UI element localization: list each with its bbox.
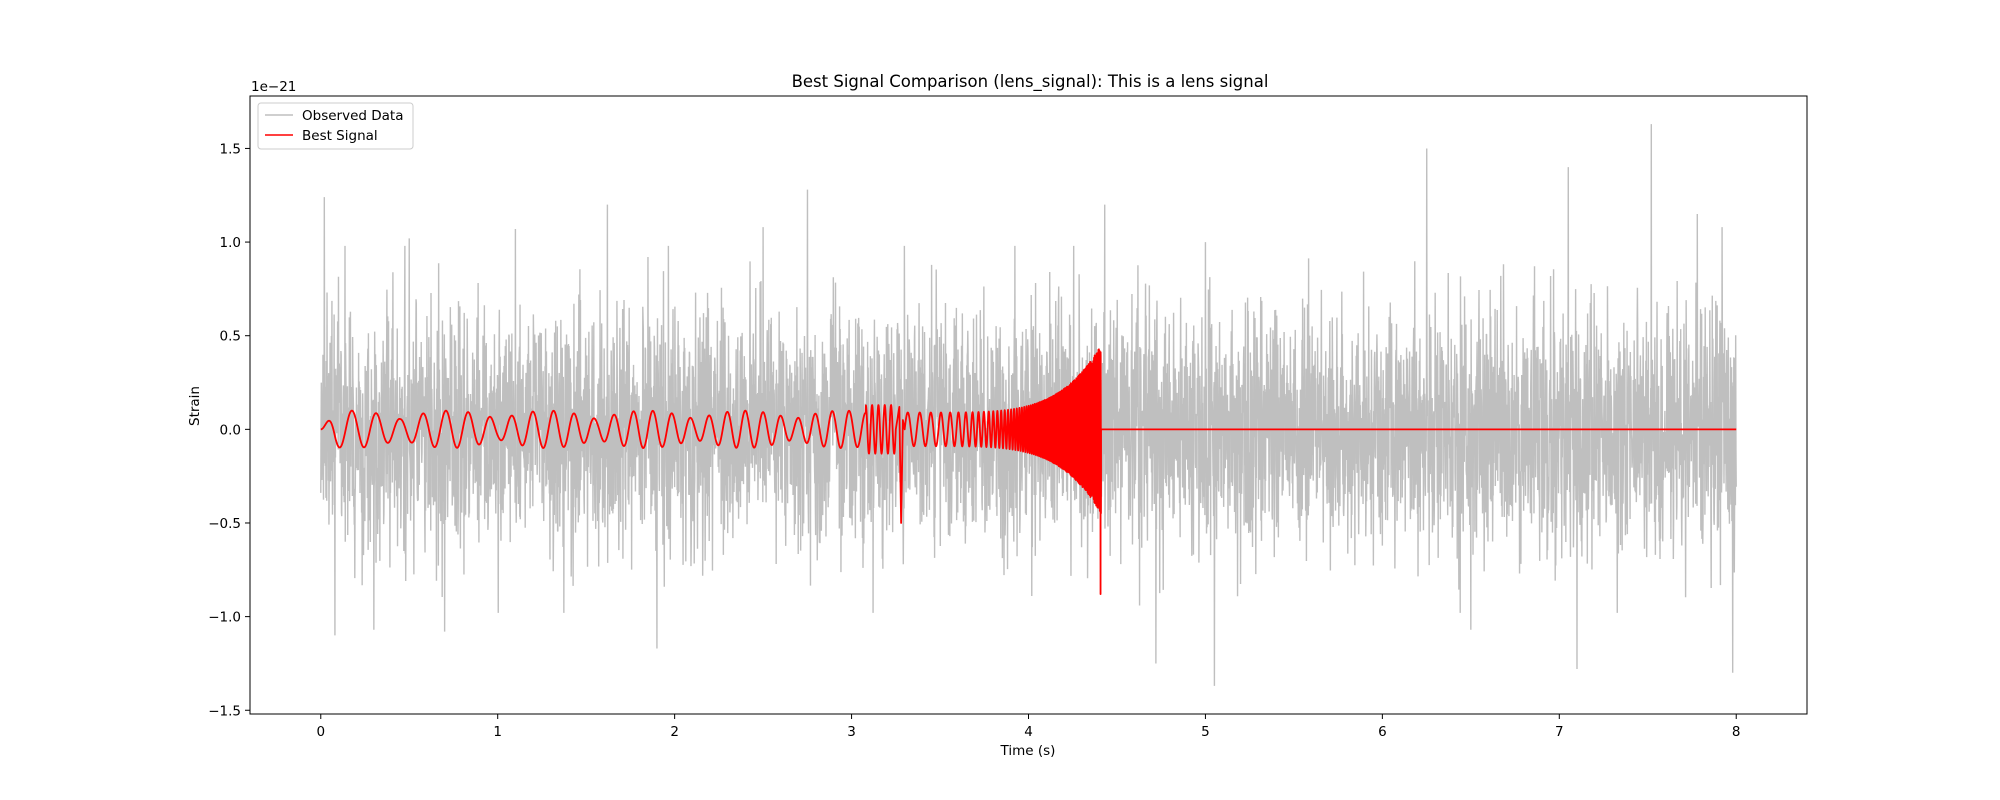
y-axis-label: Strain: [187, 386, 203, 426]
x-tick-label: 4: [1024, 724, 1033, 740]
legend: Observed Data Best Signal: [257, 102, 414, 150]
x-tick-label: 2: [670, 724, 679, 740]
x-tick-label: 8: [1732, 724, 1741, 740]
y-offset-label: 1e−21: [251, 79, 296, 95]
y-tick-label: 1.0: [220, 235, 241, 251]
x-tick-label: 6: [1378, 724, 1387, 740]
x-axis: 0 1 2 3 4 5 6 7 8: [316, 714, 1741, 740]
y-tick-label: 1.5: [220, 141, 241, 157]
best-signal-path: [320, 348, 1737, 596]
x-axis-label: Time (s): [1000, 743, 1056, 759]
legend-label-best-signal: Best Signal: [302, 128, 378, 144]
x-tick-label: 1: [493, 724, 502, 740]
y-tick-label: −1.5: [208, 703, 241, 719]
y-tick-label: 0.5: [220, 329, 241, 345]
x-tick-label: 7: [1555, 724, 1564, 740]
best-signal-line: [320, 348, 1737, 596]
y-tick-label: −0.5: [208, 516, 241, 532]
chart-title: Best Signal Comparison (lens_signal): Th…: [792, 72, 1269, 92]
x-tick-label: 5: [1201, 724, 1210, 740]
x-tick-label: 3: [847, 724, 856, 740]
y-tick-label: 0.0: [220, 422, 241, 438]
legend-box: [257, 102, 414, 150]
y-tick-label: −1.0: [208, 610, 241, 626]
plot-area: [320, 124, 1737, 686]
x-tick-label: 0: [316, 724, 325, 740]
legend-label-observed-data: Observed Data: [302, 108, 403, 124]
y-axis: −1.5 −1.0 −0.5 0.0 0.5 1.0 1.5: [208, 141, 250, 719]
